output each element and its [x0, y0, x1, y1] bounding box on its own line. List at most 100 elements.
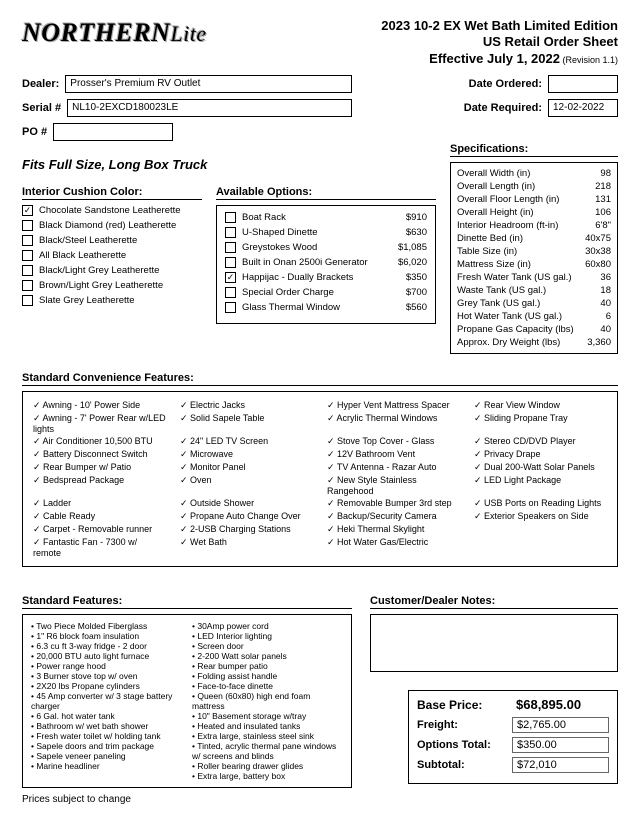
cushion-item[interactable]: Black/Steel Leatherette	[22, 235, 202, 246]
conv-item: 2-USB Charging Stations	[180, 524, 313, 535]
conv-item: Battery Disconnect Switch	[33, 449, 166, 460]
option-item[interactable]: Glass Thermal Window$560	[225, 302, 427, 313]
dealer-field[interactable]: Prosser's Premium RV Outlet	[65, 75, 352, 93]
feat-item: Heated and insulated tanks	[192, 721, 343, 731]
conv-item: TV Antenna - Razar Auto	[327, 462, 460, 473]
spec-row: Table Size (in)30x38	[457, 245, 611, 258]
spec-row: Dinette Bed (in) 40x75	[457, 232, 611, 245]
cushion-label: Brown/Light Grey Leatherette	[39, 280, 163, 291]
po-field[interactable]	[53, 123, 173, 141]
feat-item: Face-to-face dinette	[192, 681, 343, 691]
option-item[interactable]: Special Order Charge$700	[225, 287, 427, 298]
spec-key: Propane Gas Capacity (lbs)	[457, 324, 574, 335]
fits-line: Fits Full Size, Long Box Truck	[22, 157, 436, 172]
conv-item: Backup/Security Camera	[327, 511, 460, 522]
conv-item: Exterior Speakers on Side	[474, 511, 607, 522]
checkbox-icon	[22, 280, 33, 291]
feat-item: 10" Basement storage w/tray	[192, 711, 343, 721]
option-item[interactable]: Greystokes Wood$1,085	[225, 242, 427, 253]
cushion-label: Black Diamond (red) Leatherette	[39, 220, 176, 231]
spec-val: 18	[600, 285, 611, 296]
date-required-label: Date Required:	[464, 102, 542, 114]
subtotal-field[interactable]: $72,010	[512, 757, 609, 773]
options-heading: Available Options:	[216, 186, 436, 200]
notes-field[interactable]	[370, 614, 618, 672]
spec-val: 60x80	[585, 259, 611, 270]
conv-item: Carpet - Removable runner	[33, 524, 166, 535]
cushion-label: Slate Grey Leatherette	[39, 295, 135, 306]
checkbox-icon	[22, 235, 33, 246]
conv-item: Privacy Drape	[474, 449, 607, 460]
spec-row: Waste Tank (US gal.) 18	[457, 284, 611, 297]
spec-row: Interior Headroom (ft-in)6'8"	[457, 219, 611, 232]
spec-key: Grey Tank (US gal.)	[457, 298, 540, 309]
freight-label: Freight:	[417, 719, 512, 731]
std-feat-section: Standard Features: Two Piece Molded Fibe…	[22, 595, 352, 788]
std-feat-heading: Standard Features:	[22, 595, 352, 609]
spec-val: 6'8"	[595, 220, 611, 231]
feat-item: Screen door	[192, 641, 343, 651]
feat-item: Sapele veneer paneling	[31, 751, 182, 761]
option-label: Special Order Charge	[242, 287, 379, 298]
spec-key: Hot Water Tank (US gal.)	[457, 311, 562, 322]
cushion-item[interactable]: Brown/Light Grey Leatherette	[22, 280, 202, 291]
notes-heading: Customer/Dealer Notes:	[370, 595, 618, 609]
conv-item: Air Conditioner 10,500 BTU	[33, 436, 166, 447]
spec-key: Overall Width (in)	[457, 168, 530, 179]
cushion-item[interactable]: ✓ Chocolate Sandstone Leatherette	[22, 205, 202, 216]
feat-item: Extra large, stainless steel sink	[192, 731, 343, 741]
conv-item: LED Light Package	[474, 475, 607, 496]
checkbox-icon	[22, 265, 33, 276]
spec-val: 106	[595, 207, 611, 218]
spec-val: 3,360	[587, 337, 611, 348]
conv-item: Oven	[180, 475, 313, 496]
spec-row: Overall Height (in) 106	[457, 206, 611, 219]
conv-item: Stereo CD/DVD Player	[474, 436, 607, 447]
spec-row: Fresh Water Tank (US gal.)36	[457, 271, 611, 284]
dealer-value: Prosser's Premium RV Outlet	[70, 78, 200, 89]
spec-key: Mattress Size (in)	[457, 259, 531, 270]
cushion-item[interactable]: All Black Leatherette	[22, 250, 202, 261]
cushion-item[interactable]: Black/Light Grey Leatherette	[22, 265, 202, 276]
base-price-value: $68,895.00	[512, 697, 609, 713]
spec-key: Overall Length (in)	[457, 181, 535, 192]
options-total-field[interactable]: $350.00	[512, 737, 609, 753]
spec-key: Waste Tank (US gal.)	[457, 285, 546, 296]
spec-key: Approx. Dry Weight (lbs)	[457, 337, 560, 348]
conv-item: Ladder	[33, 498, 166, 509]
conv-item: Hot Water Gas/Electric	[327, 537, 460, 558]
checkbox-icon	[225, 287, 236, 298]
cushion-label: Chocolate Sandstone Leatherette	[39, 205, 181, 216]
cushion-item[interactable]: Black Diamond (red) Leatherette	[22, 220, 202, 231]
feat-item: 2-200 Watt solar panels	[192, 651, 343, 661]
spec-row: Grey Tank (US gal.)40	[457, 297, 611, 310]
option-item[interactable]: U-Shaped Dinette$630	[225, 227, 427, 238]
spec-row: Hot Water Tank (US gal.)6	[457, 310, 611, 323]
cushion-item[interactable]: Slate Grey Leatherette	[22, 295, 202, 306]
option-item[interactable]: Boat Rack$910	[225, 212, 427, 223]
checkbox-icon	[225, 212, 236, 223]
checkbox-icon	[22, 295, 33, 306]
date-ordered-field[interactable]	[548, 75, 618, 93]
conv-item: Rear Bumper w/ Patio	[33, 462, 166, 473]
checkbox-icon: ✓	[22, 205, 33, 216]
spec-row: Overall Width (in)98	[457, 167, 611, 180]
spec-val: 30x38	[585, 246, 611, 257]
option-item[interactable]: ✓Happijac - Dually Brackets$350	[225, 272, 427, 283]
serial-field[interactable]: NL10-2EXCD180023LE	[67, 99, 352, 117]
cushion-heading: Interior Cushion Color:	[22, 186, 202, 200]
logo-main: NORTHERN	[22, 18, 170, 47]
footer-note: Prices subject to change	[22, 794, 618, 805]
conv-item: Solid Sapele Table	[180, 413, 313, 434]
freight-field[interactable]: $2,765.00	[512, 717, 609, 733]
spec-key: Dinette Bed (in)	[457, 233, 523, 244]
spec-key: Overall Height (in)	[457, 207, 534, 218]
conv-item: Bedspread Package	[33, 475, 166, 496]
checkbox-icon	[225, 302, 236, 313]
date-required-field[interactable]: 12-02-2022	[548, 99, 618, 117]
conv-item: New Style Stainless Rangehood	[327, 475, 460, 496]
conv-item: Removable Bumper 3rd step	[327, 498, 460, 509]
checkbox-icon	[225, 257, 236, 268]
option-item[interactable]: Built in Onan 2500i Generator$6,020	[225, 257, 427, 268]
spec-val: 40x75	[585, 233, 611, 244]
